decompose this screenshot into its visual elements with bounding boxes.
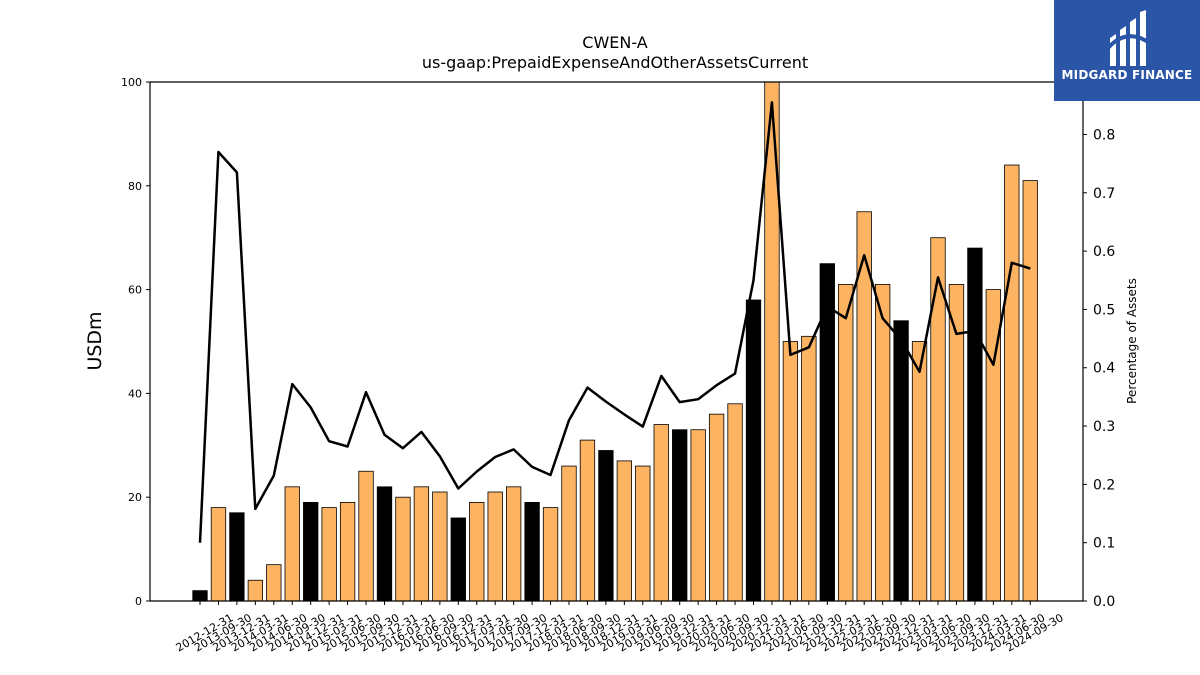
axes-group: 0204060801000.00.10.20.30.40.50.60.70.82… xyxy=(121,76,1115,654)
bar-2021-12-31 xyxy=(819,263,835,602)
bar-2014-09-30 xyxy=(284,486,300,602)
bar-2015-03-31 xyxy=(321,507,337,602)
y-tick-label-right: 0.2 xyxy=(1093,477,1115,493)
bar-2022-12-31 xyxy=(893,320,909,602)
bar-2018-03-31 xyxy=(542,507,559,602)
bar-2016-09-30 xyxy=(432,491,448,602)
bar-2017-06-30 xyxy=(487,491,503,602)
bar-2017-09-30 xyxy=(505,486,522,602)
bar-2023-12-31 xyxy=(967,247,983,602)
line-group xyxy=(198,101,1031,543)
midgard-logo-icon xyxy=(1106,10,1150,66)
y-tick-label-right: 0.4 xyxy=(1093,361,1115,377)
bar-2016-06-30 xyxy=(413,486,430,602)
chart-title: CWEN-A xyxy=(582,33,647,52)
y-tick-label-left: 80 xyxy=(128,180,142,193)
bar-2018-12-31 xyxy=(598,450,614,602)
bar-2019-06-30 xyxy=(635,465,651,602)
y-axis-label-right: Percentage of Assets xyxy=(1125,278,1139,404)
logo-text: MIDGARD FINANCE xyxy=(1061,68,1193,82)
bar-2015-06-30 xyxy=(339,501,356,602)
bar-2019-12-31 xyxy=(672,429,688,602)
bar-2017-12-31 xyxy=(524,501,540,602)
bars-group xyxy=(192,81,1038,602)
bar-2024-06-30 xyxy=(1004,164,1020,602)
bar-2014-06-30 xyxy=(266,564,282,602)
chart-subtitle: us-gaap:PrepaidExpenseAndOtherAssetsCurr… xyxy=(422,53,808,72)
bar-2014-12-31 xyxy=(303,501,319,602)
y-tick-label-right: 0.7 xyxy=(1093,186,1115,202)
bar-2018-06-30 xyxy=(561,465,577,602)
bar-2021-06-30 xyxy=(782,341,799,602)
bar-2015-12-31 xyxy=(376,486,393,602)
bar-2024-09-30 xyxy=(1022,180,1038,602)
logo: MIDGARD FINANCE xyxy=(1054,0,1200,101)
bar-2016-12-31 xyxy=(450,517,466,602)
y-tick-label-left: 0 xyxy=(135,595,142,608)
y-tick-label-left: 60 xyxy=(128,284,142,297)
bar-2017-03-31 xyxy=(469,501,485,602)
bar-2020-12-31 xyxy=(745,299,762,602)
y-axis-label-left: USDm xyxy=(84,311,106,370)
y-tick-label-left: 40 xyxy=(128,387,142,400)
bar-2012-12-31 xyxy=(192,590,208,602)
bar-2016-03-31 xyxy=(395,496,411,602)
y-tick-label-right: 0.1 xyxy=(1093,536,1115,552)
bar-2013-12-31 xyxy=(229,512,245,602)
y-tick-label-right: 0.6 xyxy=(1093,244,1115,260)
bar-2020-06-30 xyxy=(708,413,725,602)
y-tick-label-left: 100 xyxy=(121,76,142,89)
bar-2022-09-30 xyxy=(875,284,891,602)
bar-2019-09-30 xyxy=(653,424,669,602)
y-tick-label-right: 0.5 xyxy=(1093,302,1115,318)
bar-2021-09-30 xyxy=(801,335,817,602)
bar-2015-09-30 xyxy=(358,470,374,602)
bar-2013-09-30 xyxy=(210,507,227,602)
bar-2023-03-31 xyxy=(911,341,928,602)
y-tick-label-right: 0.3 xyxy=(1093,419,1115,435)
bar-2019-03-31 xyxy=(616,460,632,602)
bar-2018-09-30 xyxy=(579,439,596,602)
y-tick-label-right: 0.0 xyxy=(1093,594,1115,610)
bar-2020-03-31 xyxy=(690,429,706,602)
bar-2020-09-30 xyxy=(727,403,743,602)
bar-2014-03-31 xyxy=(247,579,264,602)
y-tick-label-right: 0.8 xyxy=(1093,127,1115,143)
y-tick-label-left: 20 xyxy=(128,491,142,504)
bar-2022-03-31 xyxy=(838,284,854,602)
percentage-line xyxy=(198,101,1031,543)
